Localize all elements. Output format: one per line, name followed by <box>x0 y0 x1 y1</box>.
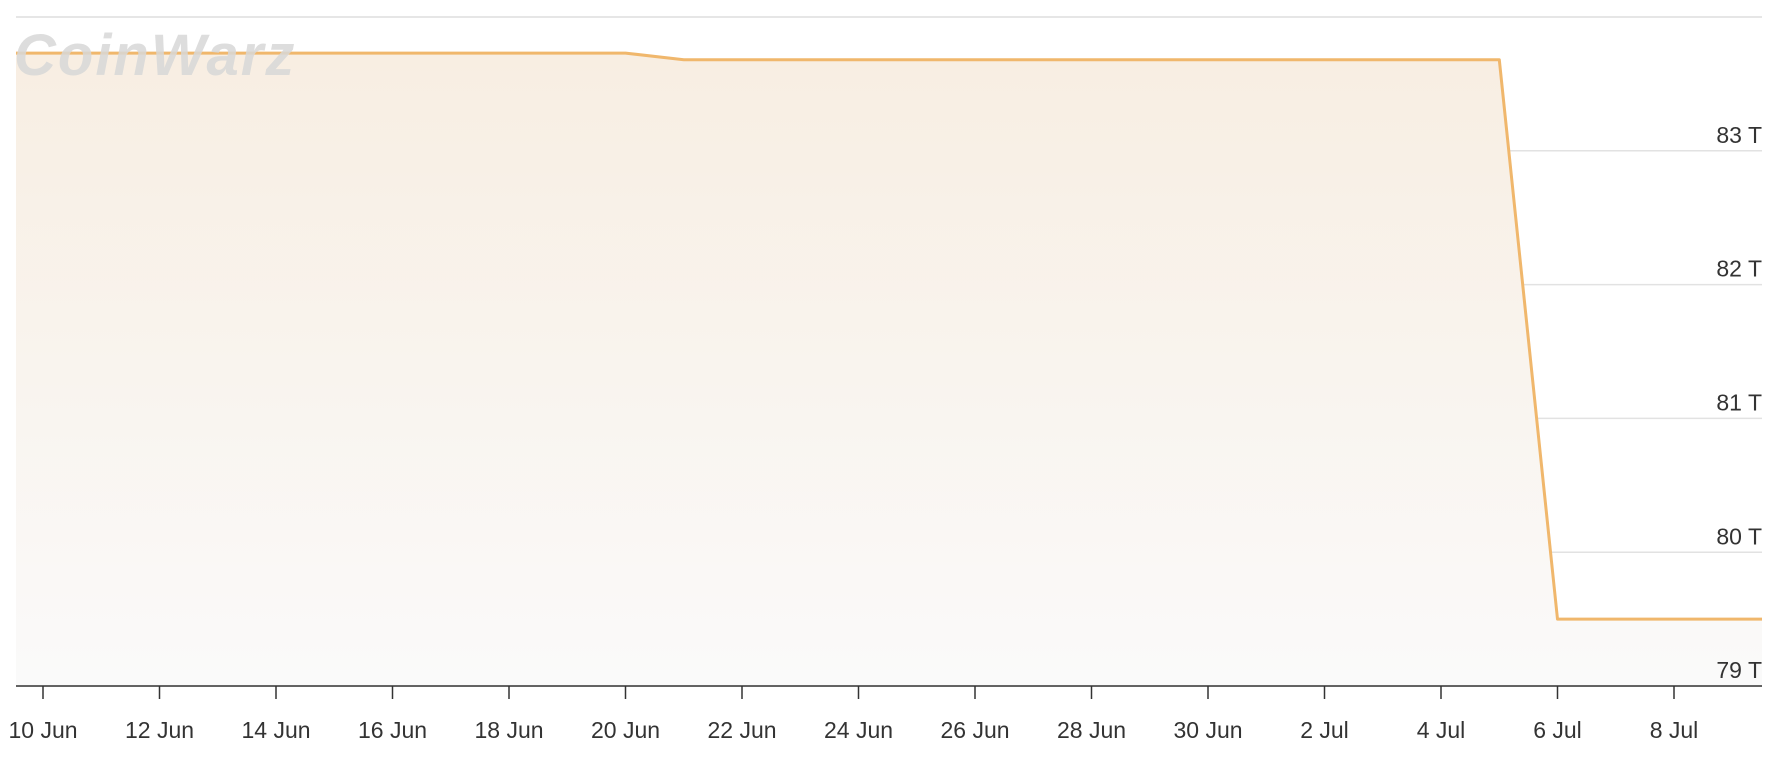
x-tick-label: 22 Jun <box>707 717 776 743</box>
x-tick-label: 28 Jun <box>1057 717 1126 743</box>
x-tick-label: 20 Jun <box>591 717 660 743</box>
x-tick-label: 18 Jun <box>474 717 543 743</box>
watermark: CoinWarz <box>14 23 296 88</box>
y-tick-label: 79 T <box>1716 657 1762 683</box>
x-tick-label: 4 Jul <box>1417 717 1466 743</box>
x-tick-label: 12 Jun <box>125 717 194 743</box>
x-tick-label: 16 Jun <box>358 717 427 743</box>
y-tick-label: 83 T <box>1716 122 1762 148</box>
x-tick-label: 8 Jul <box>1650 717 1699 743</box>
x-tick-label: 30 Jun <box>1173 717 1242 743</box>
line <box>16 51 1762 621</box>
x-tick-label: 26 Jun <box>940 717 1009 743</box>
x-tick-label: 2 Jul <box>1300 717 1349 743</box>
y-tick-label: 81 T <box>1716 389 1762 415</box>
x-tick-label: 14 Jun <box>241 717 310 743</box>
x-tick-label: 10 Jun <box>8 717 77 743</box>
x-tick-label: 24 Jun <box>824 717 893 743</box>
y-tick-label: 82 T <box>1716 256 1762 282</box>
y-tick-label: 80 T <box>1716 523 1762 549</box>
x-tick-label: 6 Jul <box>1533 717 1582 743</box>
area-fill <box>16 53 1762 686</box>
